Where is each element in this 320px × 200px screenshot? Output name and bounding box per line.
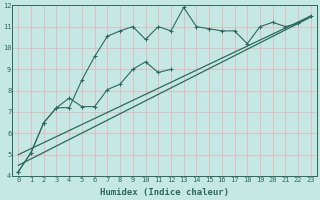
- X-axis label: Humidex (Indice chaleur): Humidex (Indice chaleur): [100, 188, 229, 197]
